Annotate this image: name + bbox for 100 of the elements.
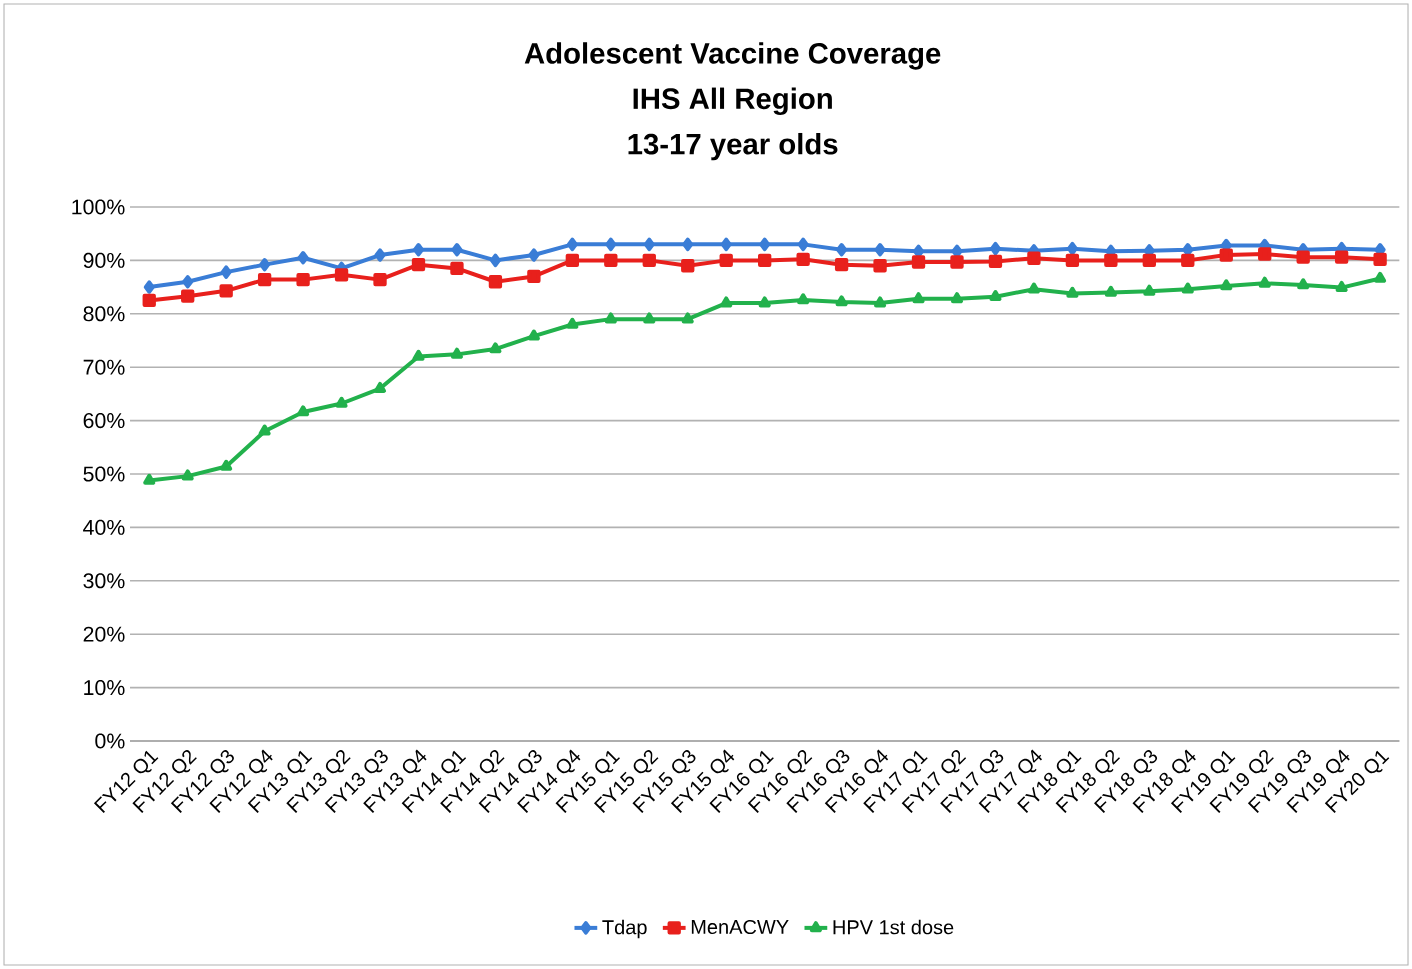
point [836,243,848,257]
point [989,290,1002,302]
point [682,237,694,252]
point [643,312,656,324]
point [911,255,926,269]
point [719,253,733,268]
point [797,293,810,305]
point [874,296,887,308]
point [258,424,271,436]
point [373,272,387,287]
point [642,253,656,268]
legend-label: Tdap [602,919,647,939]
point [758,253,772,268]
legend-label: HPV 1st dose [833,919,954,935]
point [1142,253,1156,268]
point [1066,241,1078,256]
point [1296,250,1310,264]
point [488,275,503,289]
point [489,253,501,268]
point [1335,280,1348,292]
point [1143,284,1156,296]
y-tick-label: 80% [83,306,125,322]
point [796,252,810,266]
point [1373,252,1387,266]
point [1104,285,1117,297]
point [604,312,617,324]
point [1334,250,1349,264]
point [835,295,848,307]
point [412,349,425,361]
point [565,253,580,268]
point [450,261,464,276]
point [142,293,156,308]
legend-label: MenACWY [691,919,789,935]
point [1297,278,1310,290]
point [527,269,541,284]
y-tick-label: 70% [83,359,125,375]
point [1066,286,1079,298]
point [566,317,579,329]
point [220,459,233,471]
point [950,292,964,304]
point [1258,276,1271,288]
point [411,257,426,272]
point [913,244,925,258]
point [1104,253,1118,268]
point [259,257,271,272]
point [758,296,771,308]
point [182,275,194,289]
point [412,243,424,257]
point [374,248,386,262]
point [1374,271,1387,283]
point [1181,253,1195,268]
y-tick-label: 30% [83,573,125,589]
point [912,292,925,304]
point [988,254,1003,269]
point [681,259,695,273]
point [1065,253,1080,268]
y-tick-label: 20% [83,626,125,642]
point [527,329,540,341]
y-tick-label: 40% [83,519,125,535]
y-tick-label: 0% [95,733,125,749]
point [834,257,849,272]
y-tick-label: 50% [83,466,125,482]
point [1181,282,1194,294]
point [643,237,655,252]
point [334,268,349,282]
point [797,237,809,252]
point [335,396,348,408]
point [181,289,195,303]
point [373,381,387,393]
point [296,272,310,287]
point [604,253,618,268]
chart-subtitle: IHS All Region [633,87,832,116]
point [143,473,156,485]
point [143,280,155,294]
point [1027,282,1040,294]
point [951,244,963,258]
point [605,237,617,252]
point [1027,251,1041,265]
point [950,255,964,269]
y-tick-label: 100% [72,199,125,215]
point [720,237,732,252]
point [489,342,502,354]
chart-title: Adolescent Vaccine Coverage [524,42,941,70]
point [874,243,886,257]
point [450,347,463,359]
point [1220,279,1233,291]
point [528,248,540,262]
point [759,237,771,252]
y-tick-label: 10% [84,680,125,696]
point [566,237,578,252]
point [297,405,310,417]
text: 13-17 year olds [628,132,838,161]
point [1258,247,1272,261]
point [297,251,309,265]
point [451,243,463,257]
point [720,296,733,308]
point [220,265,232,279]
point [681,312,694,324]
point [219,284,233,298]
point [257,272,272,287]
